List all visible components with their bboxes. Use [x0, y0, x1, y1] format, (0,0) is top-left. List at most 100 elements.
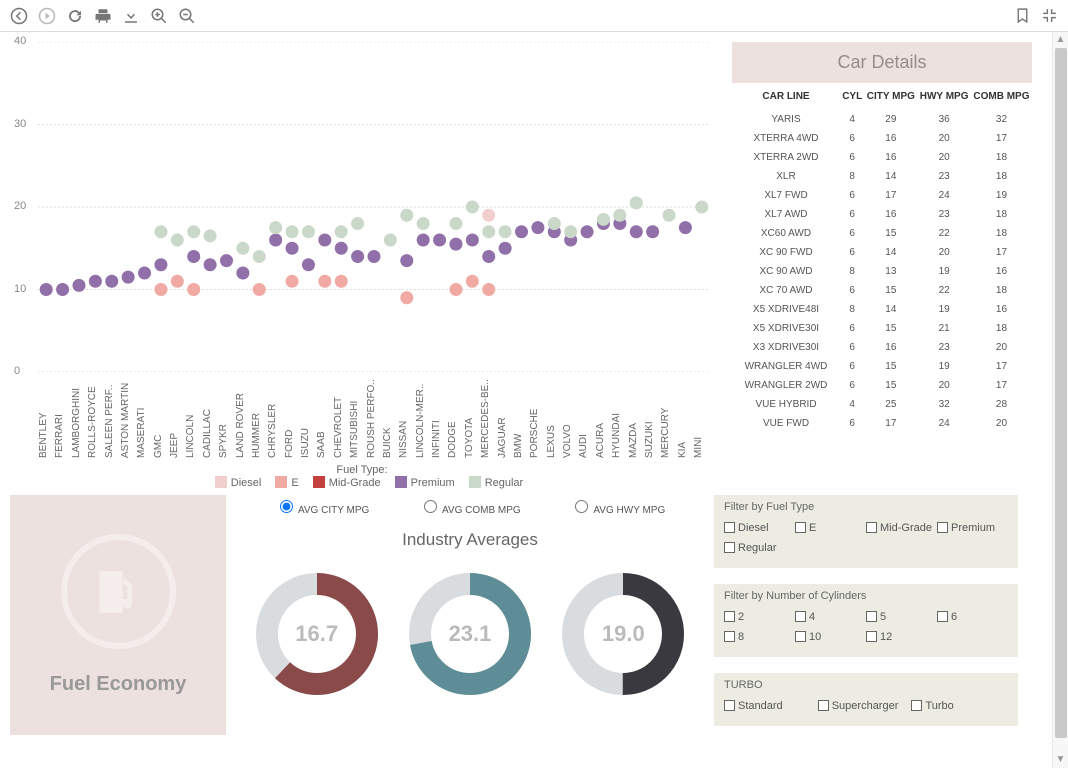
x-tick-label: VOLVO [562, 372, 578, 462]
table-row[interactable]: X5 XDRIVE30I6152118 [732, 319, 1032, 338]
details-table: CAR LINECYLCITY MPGHWY MPGCOMB MPG YARIS… [732, 83, 1032, 433]
zoom-out-icon[interactable] [178, 7, 196, 25]
x-tick-label: DODGE [447, 372, 463, 462]
table-row[interactable]: WRANGLER 4WD6151917 [732, 357, 1032, 376]
x-tick-label: LINCOLN-MER.. [415, 372, 431, 462]
filter-cyl-title: Filter by Number of Cylinders [724, 590, 1008, 602]
table-row[interactable]: XL7 FWD6172419 [732, 186, 1032, 205]
vertical-scrollbar[interactable]: ▲ ▼ [1052, 32, 1068, 768]
table-col-header[interactable]: CITY MPG [864, 83, 917, 110]
x-tick-label: AUDI [578, 372, 594, 462]
donut-gauge: 23.1 [404, 568, 536, 700]
x-tick-label: BENTLEY [38, 372, 54, 462]
legend-label: E [291, 477, 298, 489]
filter-checkbox[interactable]: 12 [866, 627, 937, 647]
x-tick-label: LAMBORGHINI [71, 372, 87, 462]
legend-swatch [313, 476, 325, 488]
x-tick-label: LINCOLN [185, 372, 201, 462]
filter-checkbox[interactable]: 10 [795, 627, 866, 647]
table-row[interactable]: XL7 AWD6162318 [732, 205, 1032, 224]
legend-swatch [275, 476, 287, 488]
donut-gauge: 16.7 [251, 568, 383, 700]
x-tick-label: LAND ROVER [235, 372, 251, 462]
legend-label: Mid-Grade [329, 477, 381, 489]
collapse-icon[interactable] [1041, 7, 1058, 24]
filter-checkbox[interactable]: Standard [724, 696, 818, 716]
table-row[interactable]: VUE FWD6172420 [732, 414, 1032, 433]
x-tick-label: SAAB [316, 372, 332, 462]
legend-title: Fuel Type: [10, 464, 714, 476]
table-row[interactable]: VUE HYBRID4253228 [732, 395, 1032, 414]
filter-checkbox[interactable]: 6 [937, 607, 1008, 627]
filter-checkbox[interactable]: 8 [724, 627, 795, 647]
scroll-up-icon[interactable]: ▲ [1053, 32, 1068, 48]
x-tick-label: JAGUAR [497, 372, 513, 462]
filter-turbo: TURBO StandardSuperchargerTurbo [714, 673, 1018, 726]
x-tick-label: INFINITI [431, 372, 447, 462]
table-col-header[interactable]: CAR LINE [732, 83, 840, 110]
toolbar-right-group [1014, 7, 1058, 24]
details-title: Car Details [732, 42, 1032, 83]
table-row[interactable]: XC 70 AWD6152218 [732, 281, 1032, 300]
donut-gauge: 19.0 [557, 568, 689, 700]
table-row[interactable]: XTERRA 2WD6162018 [732, 148, 1032, 167]
table-row[interactable]: XC 90 AWD8131916 [732, 262, 1032, 281]
play-icon[interactable] [38, 7, 56, 25]
zoom-in-icon[interactable] [150, 7, 168, 25]
x-tick-label: PORSCHE [529, 372, 545, 462]
table-row[interactable]: X3 XDRIVE30I6162320 [732, 338, 1032, 357]
table-row[interactable]: WRANGLER 2WD6152017 [732, 376, 1032, 395]
scatter-chart: 010203040 BENTLEYFERRARILAMBORGHINIROLLS… [10, 42, 714, 489]
filter-checkbox[interactable]: 2 [724, 607, 795, 627]
y-tick-label: 10 [14, 283, 26, 295]
table-col-header[interactable]: HWY MPG [917, 83, 971, 110]
x-tick-label: CHRYSLER [267, 372, 283, 462]
scroll-thumb[interactable] [1055, 48, 1067, 738]
report-viewport: 010203040 BENTLEYFERRARILAMBORGHINIROLLS… [0, 32, 1068, 768]
donut-value: 19.0 [557, 568, 689, 700]
avg-radio[interactable]: AVG CITY MPG [275, 497, 370, 516]
avg-radio[interactable]: AVG HWY MPG [570, 497, 665, 516]
print-icon[interactable] [94, 7, 112, 25]
x-tick-label: FORD [284, 372, 300, 462]
filter-checkbox[interactable]: 5 [866, 607, 937, 627]
table-row[interactable]: XC60 AWD6152218 [732, 224, 1032, 243]
table-row[interactable]: XC 90 FWD6142017 [732, 243, 1032, 262]
download-icon[interactable] [122, 7, 140, 25]
x-tick-label: MAZDA [628, 372, 644, 462]
table-row[interactable]: XLR8142318 [732, 167, 1032, 186]
table-row[interactable]: XTERRA 4WD6162017 [732, 129, 1032, 148]
table-row[interactable]: X5 XDRIVE48I8141916 [732, 300, 1032, 319]
x-tick-label: SALEEN PERF.. [104, 372, 120, 462]
table-col-header[interactable]: COMB MPG [971, 83, 1032, 110]
x-tick-label: ASTON MARTIN [120, 372, 136, 462]
filter-cylinders: Filter by Number of Cylinders 2456 81012 [714, 584, 1018, 657]
y-tick-label: 20 [14, 200, 26, 212]
card-title: Fuel Economy [50, 673, 187, 696]
filter-checkbox[interactable]: Regular [724, 538, 795, 558]
refresh-icon[interactable] [66, 7, 84, 25]
x-tick-label: NISSAN [398, 372, 414, 462]
avg-radio[interactable]: AVG COMB MPG [419, 497, 521, 516]
filter-checkbox[interactable]: 4 [795, 607, 866, 627]
legend-label: Regular [485, 477, 524, 489]
donut-value: 23.1 [404, 568, 536, 700]
filter-checkbox[interactable]: E [795, 518, 866, 538]
filter-checkbox[interactable]: Mid-Grade [866, 518, 937, 538]
table-row[interactable]: YARIS4293632 [732, 110, 1032, 129]
x-tick-label: CADILLAC [202, 372, 218, 462]
filter-checkbox[interactable]: Turbo [911, 696, 1005, 716]
legend-swatch [215, 476, 227, 488]
filter-checkbox[interactable]: Diesel [724, 518, 795, 538]
legend-label: Diesel [231, 477, 262, 489]
back-icon[interactable] [10, 7, 28, 25]
bookmark-icon[interactable] [1014, 7, 1031, 24]
scroll-down-icon[interactable]: ▼ [1053, 752, 1068, 768]
x-tick-label: CHEVROLET [333, 372, 349, 462]
filter-checkbox[interactable]: Supercharger [818, 696, 912, 716]
x-tick-label: ROLLS-ROYCE [87, 372, 103, 462]
filter-checkbox[interactable]: Premium [937, 518, 1008, 538]
x-tick-label: GMC [153, 372, 169, 462]
x-tick-label: FERRARI [54, 372, 70, 462]
table-col-header[interactable]: CYL [840, 83, 864, 110]
